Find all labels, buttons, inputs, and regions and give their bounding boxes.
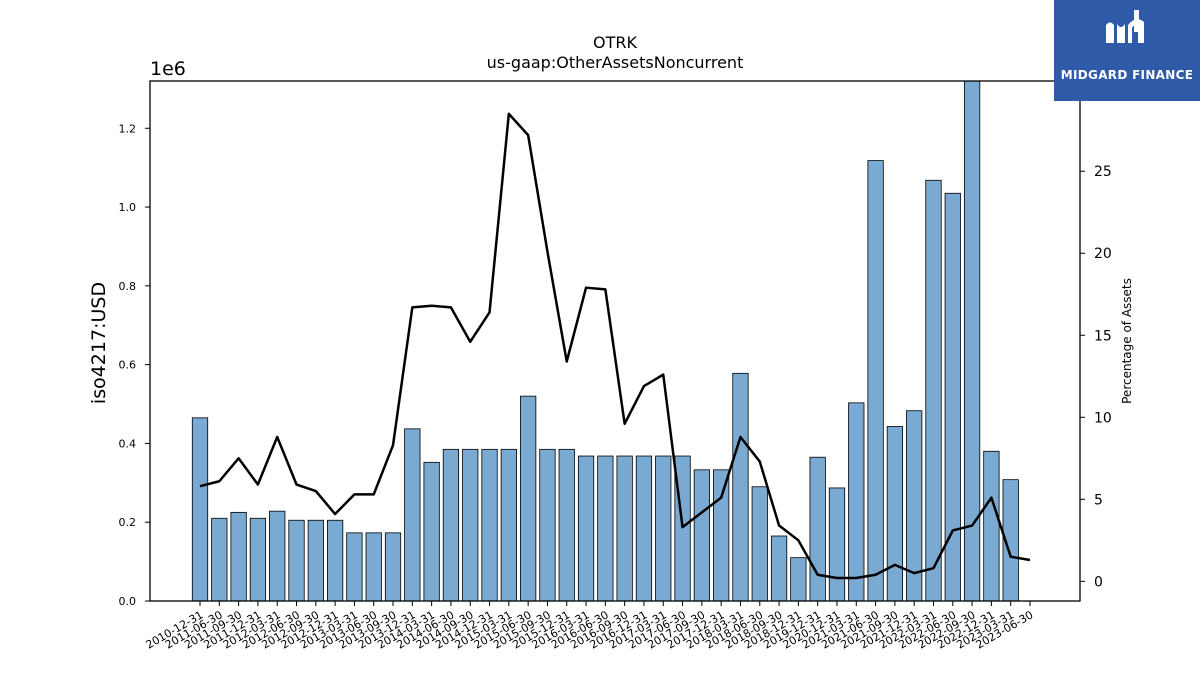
bar: [500, 448, 517, 602]
bar: [230, 511, 247, 602]
bar: [867, 160, 884, 602]
bar: [269, 510, 286, 602]
right-axis: 0 5 10 15 20 25: [1080, 164, 1112, 590]
bar: [462, 448, 479, 602]
brand-logo: MIDGARD FINANCE: [1054, 0, 1200, 101]
y2-axis-label: Percentage of Assets: [1120, 278, 1134, 404]
line-path: [199, 112, 1031, 580]
x-axis: 2010-12-312011-06-302011-09-302011-12-31…: [144, 601, 1036, 652]
y-tick-label: 0.2: [119, 516, 137, 529]
bar: [481, 448, 498, 602]
y2-tick-label: 25: [1094, 164, 1112, 180]
bar: [963, 80, 981, 602]
bar: [249, 517, 267, 602]
bar: [828, 487, 846, 602]
bar: [346, 532, 363, 602]
bar: [191, 417, 209, 602]
bar-series: [191, 80, 1019, 602]
bar: [616, 455, 633, 602]
y2-tick-label: 5: [1094, 492, 1103, 508]
bar: [770, 535, 788, 602]
logo-mark-icon: [1106, 10, 1144, 43]
y-offset-label: 1e6: [150, 58, 186, 80]
y-axis-label: iso4217:USD: [88, 282, 110, 404]
y2-tick-label: 0: [1094, 574, 1103, 590]
line-series: [199, 112, 1031, 580]
chart-subtitle: us-gaap:OtherAssetsNoncurrent: [487, 53, 744, 72]
y-tick-label: 0.6: [119, 359, 137, 372]
bar: [693, 469, 710, 602]
bar: [751, 486, 768, 602]
bar: [655, 455, 672, 602]
bar: [790, 557, 807, 602]
bar: [558, 448, 575, 602]
plot-frame: [149, 80, 1081, 602]
y2-tick-label: 15: [1094, 328, 1112, 344]
bar: [442, 448, 460, 602]
logo-text: MIDGARD FINANCE: [1060, 68, 1194, 82]
bar: [307, 519, 324, 602]
y2-tick-label: 10: [1094, 410, 1112, 426]
bar: [886, 426, 903, 602]
y-tick-label: 1.0: [119, 201, 137, 214]
bar: [423, 461, 440, 602]
chart-title: OTRK: [593, 33, 637, 52]
bar: [577, 455, 595, 602]
bar: [404, 428, 421, 602]
bar: [211, 517, 228, 602]
bar: [848, 402, 865, 602]
y-tick-label: 0.0: [119, 595, 137, 608]
bar: [809, 456, 826, 602]
bar: [713, 469, 730, 602]
bar: [365, 532, 382, 602]
left-axis: 0.0 0.2 0.4 0.6 0.8 1.0 1.2: [119, 122, 150, 608]
bar: [597, 455, 614, 602]
bar: [539, 448, 556, 602]
y2-tick-label: 20: [1094, 246, 1112, 262]
bar: [384, 532, 402, 602]
bar: [326, 519, 344, 602]
bar: [520, 395, 537, 602]
bar: [983, 450, 1000, 602]
y-tick-label: 1.2: [119, 122, 137, 135]
y-tick-label: 0.8: [119, 280, 137, 293]
bar: [635, 455, 653, 602]
bar: [732, 372, 749, 602]
bar: [288, 519, 305, 602]
y-tick-label: 0.4: [119, 437, 137, 450]
bar: [925, 179, 942, 602]
